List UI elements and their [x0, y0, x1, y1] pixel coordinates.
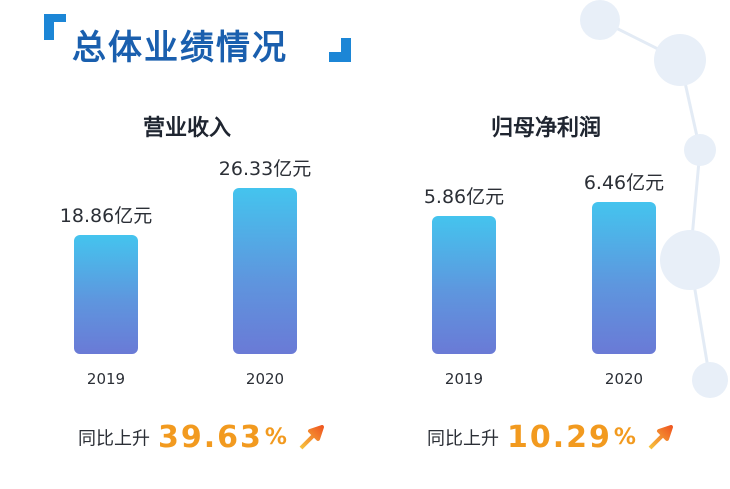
- x-tick-label: 2020: [604, 370, 644, 388]
- bar-value-label: 26.33亿元: [218, 158, 312, 180]
- bar-2019: [74, 235, 138, 354]
- revenue-growth-value: 39.63: [158, 420, 263, 455]
- page-title: 总体业绩情况: [72, 28, 288, 68]
- title-corner-left-top: [44, 14, 66, 22]
- net-profit-chart-title: 归母净利润: [490, 116, 602, 141]
- revenue-chart-title: 营业收入: [142, 116, 232, 141]
- up-arrow-icon: [299, 424, 325, 449]
- bar-2019: [432, 216, 496, 354]
- revenue-growth-label: 同比上升: [78, 428, 150, 450]
- net-profit-growth: 同比上升 10.29%: [427, 420, 674, 456]
- bar-2020: [592, 202, 656, 354]
- title-corner-right: [329, 38, 351, 62]
- net-profit-growth-value: 10.29: [507, 420, 612, 455]
- x-tick-label: 2020: [245, 370, 285, 388]
- net-profit-growth-percent: %: [613, 425, 636, 450]
- net-profit-growth-label: 同比上升: [427, 428, 499, 450]
- bar-value-label: 6.46亿元: [583, 172, 665, 194]
- title-corner-left: [44, 14, 54, 40]
- up-arrow-icon: [648, 424, 674, 449]
- revenue-growth: 同比上升 39.63%: [78, 420, 325, 456]
- revenue-growth-percent: %: [264, 425, 287, 450]
- bar-value-label: 5.86亿元: [423, 186, 505, 209]
- bar-2020: [233, 188, 297, 354]
- x-tick-label: 2019: [86, 370, 126, 388]
- bar-value-label: 18.86亿元: [59, 205, 153, 228]
- x-tick-label: 2019: [444, 370, 484, 388]
